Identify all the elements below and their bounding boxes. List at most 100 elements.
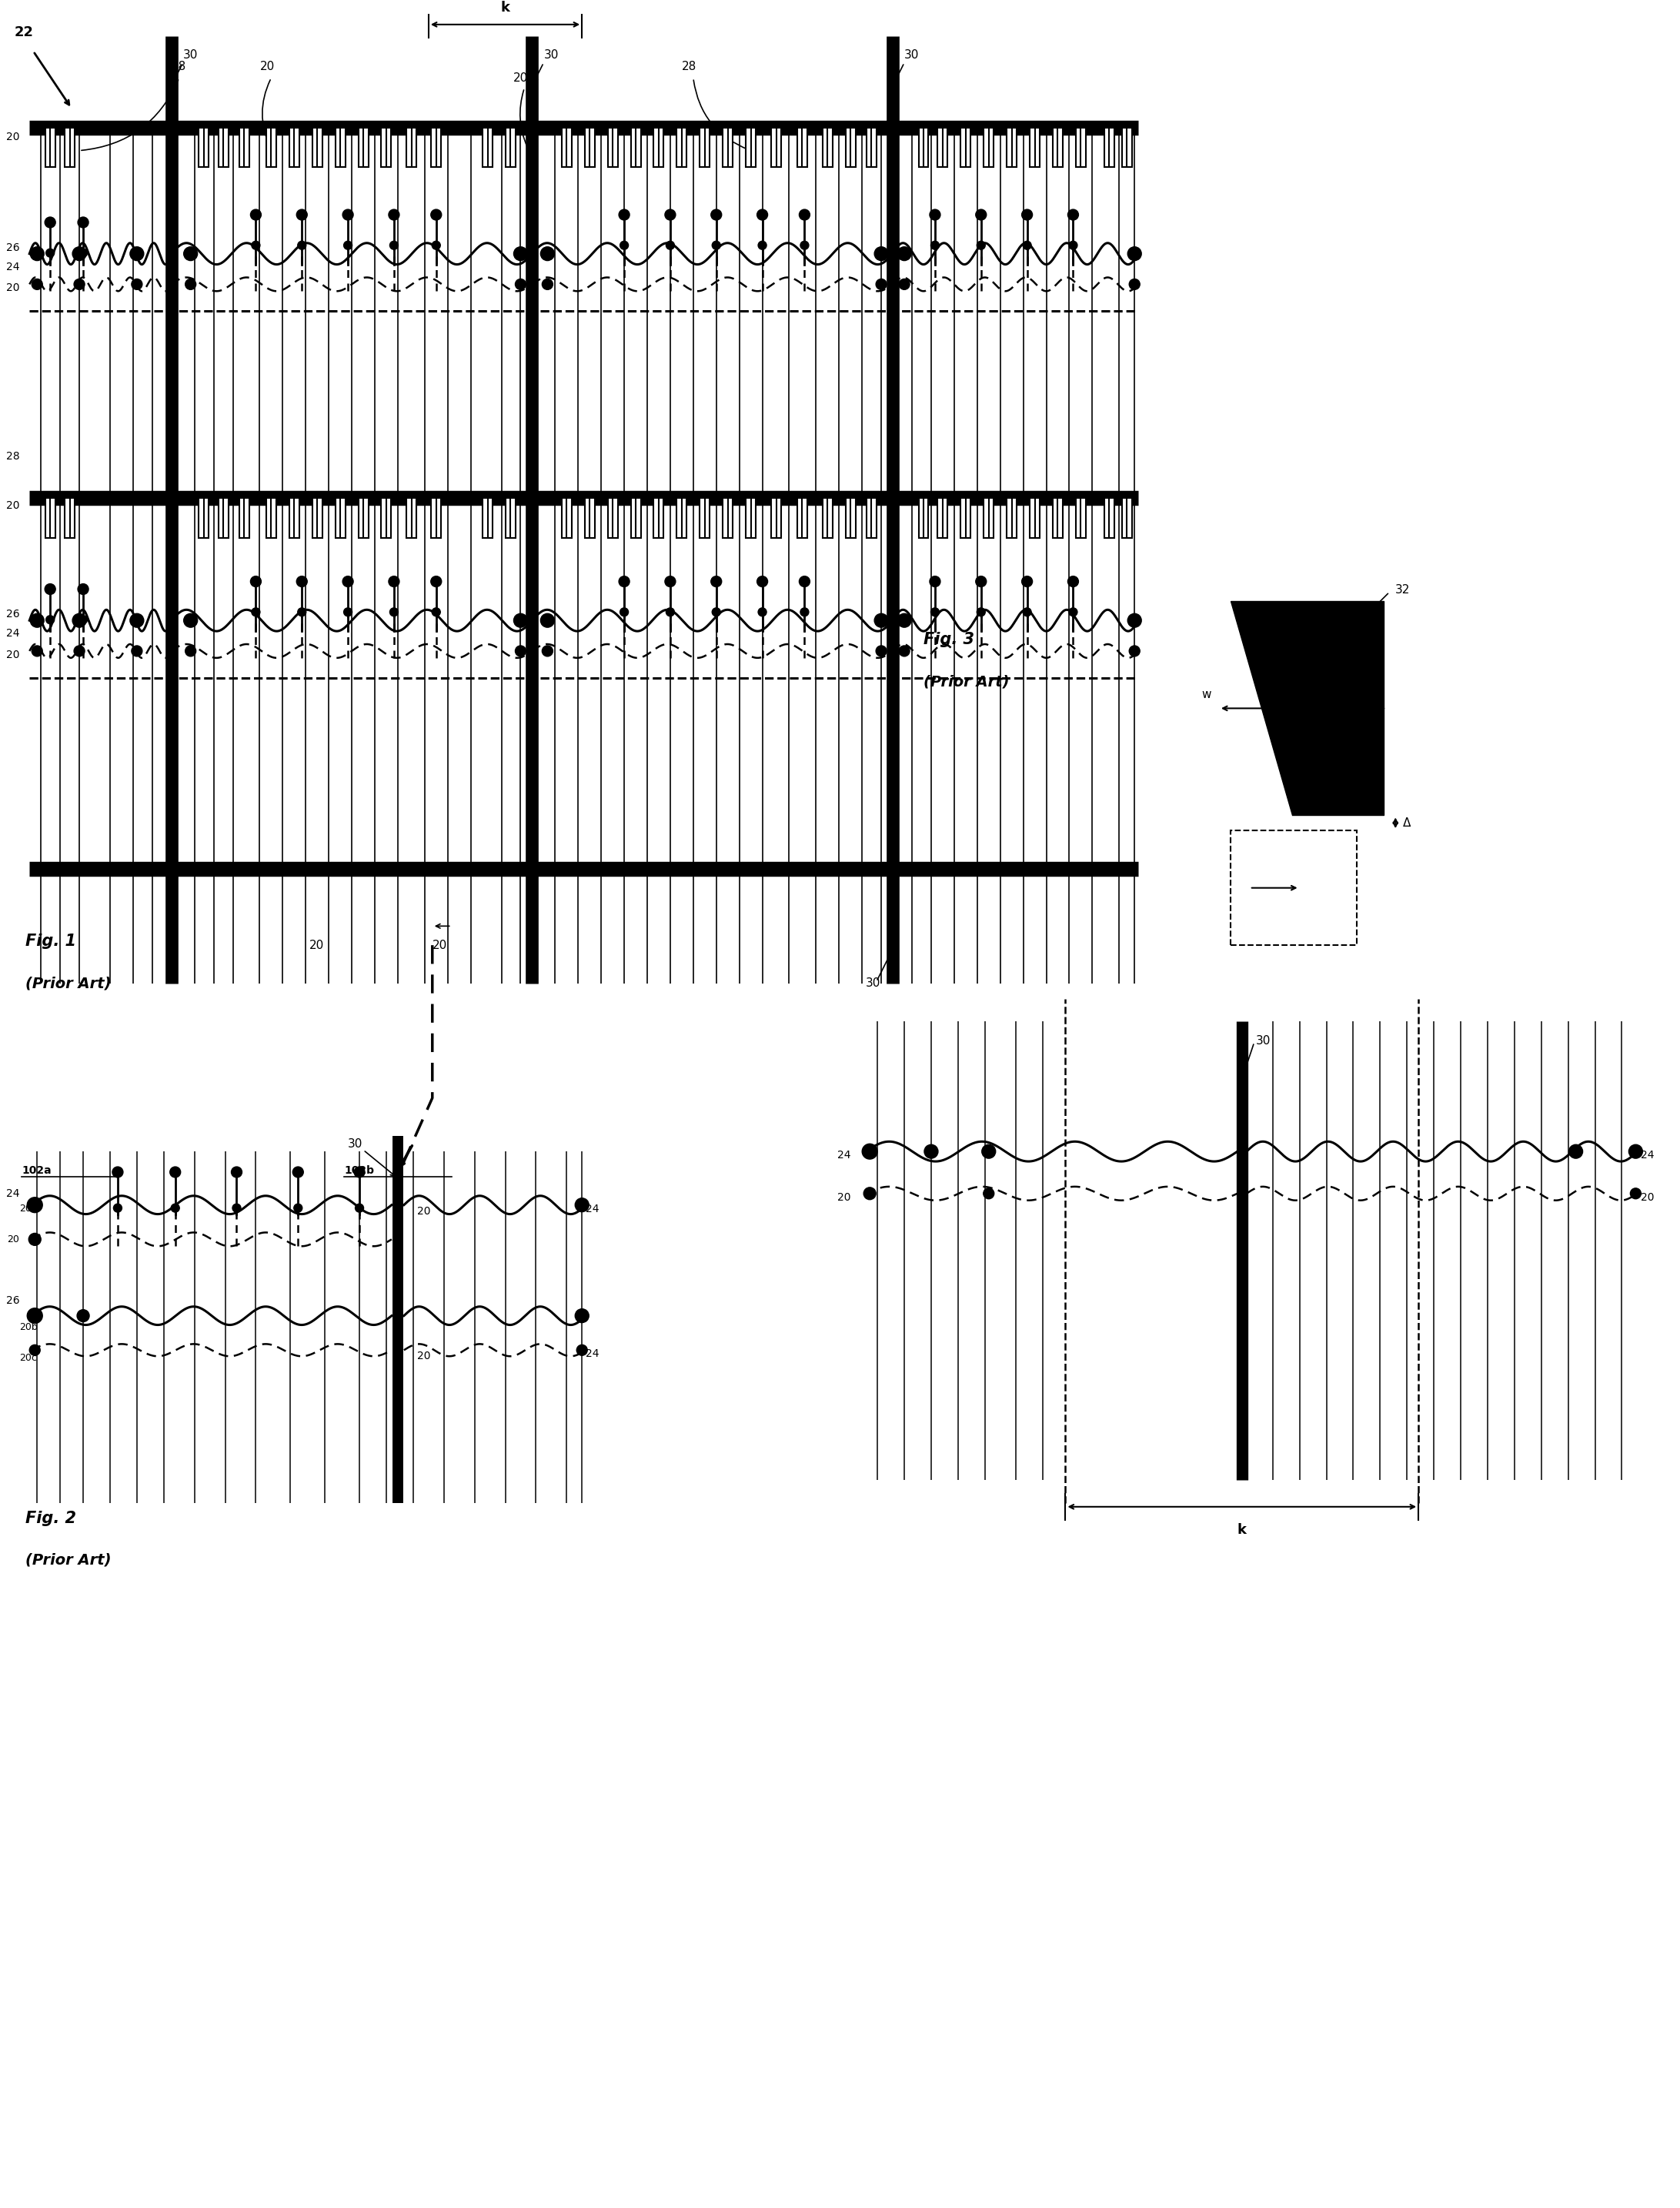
- Circle shape: [899, 278, 909, 289]
- Circle shape: [575, 1309, 590, 1323]
- Bar: [961, 499, 971, 539]
- Bar: [482, 499, 492, 539]
- Circle shape: [758, 241, 766, 250]
- Bar: [506, 499, 516, 539]
- Circle shape: [79, 616, 87, 625]
- Text: 28: 28: [682, 62, 697, 73]
- Circle shape: [430, 210, 442, 221]
- Circle shape: [976, 607, 984, 616]
- Circle shape: [27, 1197, 42, 1212]
- Bar: [45, 128, 55, 168]
- Bar: [45, 499, 55, 539]
- Bar: [961, 128, 971, 168]
- Bar: [654, 499, 664, 539]
- Circle shape: [665, 607, 674, 616]
- Circle shape: [862, 1144, 877, 1159]
- Circle shape: [430, 576, 442, 587]
- Circle shape: [343, 576, 353, 587]
- Text: 102b: 102b: [344, 1166, 375, 1177]
- Circle shape: [1127, 614, 1141, 627]
- Bar: [289, 128, 299, 168]
- Circle shape: [976, 576, 986, 587]
- Bar: [66, 128, 74, 168]
- Bar: [432, 128, 442, 168]
- Text: 20: 20: [7, 283, 20, 294]
- Circle shape: [344, 241, 353, 250]
- Circle shape: [758, 210, 768, 221]
- Bar: [239, 499, 249, 539]
- Circle shape: [388, 576, 400, 587]
- Circle shape: [388, 210, 400, 221]
- Bar: [482, 128, 492, 168]
- Bar: [1006, 499, 1016, 539]
- Text: 20: 20: [309, 938, 324, 952]
- Bar: [654, 128, 664, 168]
- Circle shape: [665, 210, 675, 221]
- Text: k: k: [1238, 1524, 1247, 1537]
- Text: 24: 24: [837, 1150, 850, 1161]
- Bar: [937, 128, 948, 168]
- Bar: [1075, 128, 1085, 168]
- Circle shape: [390, 607, 398, 616]
- Circle shape: [250, 576, 260, 587]
- Bar: [845, 128, 855, 168]
- Bar: [867, 499, 877, 539]
- Circle shape: [976, 241, 984, 250]
- Circle shape: [45, 216, 55, 227]
- Circle shape: [1129, 278, 1141, 289]
- Text: 20: 20: [7, 132, 20, 141]
- Text: 20: 20: [512, 73, 528, 84]
- Circle shape: [129, 247, 144, 261]
- Bar: [66, 499, 74, 539]
- Bar: [1104, 499, 1114, 539]
- Bar: [1122, 128, 1132, 168]
- Circle shape: [800, 241, 808, 250]
- Text: 24: 24: [7, 1188, 20, 1199]
- Bar: [198, 128, 208, 168]
- Text: 20a: 20a: [20, 1203, 37, 1214]
- Circle shape: [976, 210, 986, 221]
- Text: 20: 20: [7, 1234, 20, 1245]
- Circle shape: [294, 1203, 302, 1212]
- Circle shape: [1068, 576, 1079, 587]
- Circle shape: [30, 247, 44, 261]
- Circle shape: [875, 278, 887, 289]
- Text: 26: 26: [7, 609, 20, 620]
- Bar: [845, 499, 855, 539]
- Text: 24: 24: [7, 261, 20, 272]
- Circle shape: [432, 241, 440, 250]
- Text: 26: 26: [7, 1296, 20, 1305]
- Circle shape: [800, 210, 810, 221]
- Circle shape: [758, 576, 768, 587]
- Bar: [336, 499, 344, 539]
- Circle shape: [620, 241, 628, 250]
- Bar: [585, 499, 595, 539]
- Text: 20: 20: [432, 938, 447, 952]
- Circle shape: [32, 278, 42, 289]
- Circle shape: [171, 1203, 180, 1212]
- Polygon shape: [1230, 601, 1384, 815]
- Circle shape: [543, 278, 553, 289]
- Text: 28: 28: [171, 62, 186, 73]
- Circle shape: [72, 614, 86, 627]
- Circle shape: [576, 1345, 588, 1356]
- Bar: [984, 128, 993, 168]
- Text: 30: 30: [544, 49, 558, 62]
- Circle shape: [931, 607, 939, 616]
- Circle shape: [183, 247, 198, 261]
- Text: (Prior Art): (Prior Art): [924, 673, 1010, 689]
- Bar: [1075, 499, 1085, 539]
- Circle shape: [875, 645, 887, 656]
- Circle shape: [1068, 210, 1079, 221]
- Circle shape: [897, 614, 911, 627]
- Circle shape: [981, 1144, 996, 1159]
- Circle shape: [113, 1166, 123, 1177]
- Circle shape: [665, 576, 675, 587]
- Bar: [722, 128, 732, 168]
- Bar: [984, 499, 993, 539]
- Bar: [919, 499, 929, 539]
- Circle shape: [1068, 607, 1077, 616]
- Circle shape: [45, 250, 54, 256]
- Circle shape: [45, 616, 54, 625]
- Circle shape: [618, 576, 630, 587]
